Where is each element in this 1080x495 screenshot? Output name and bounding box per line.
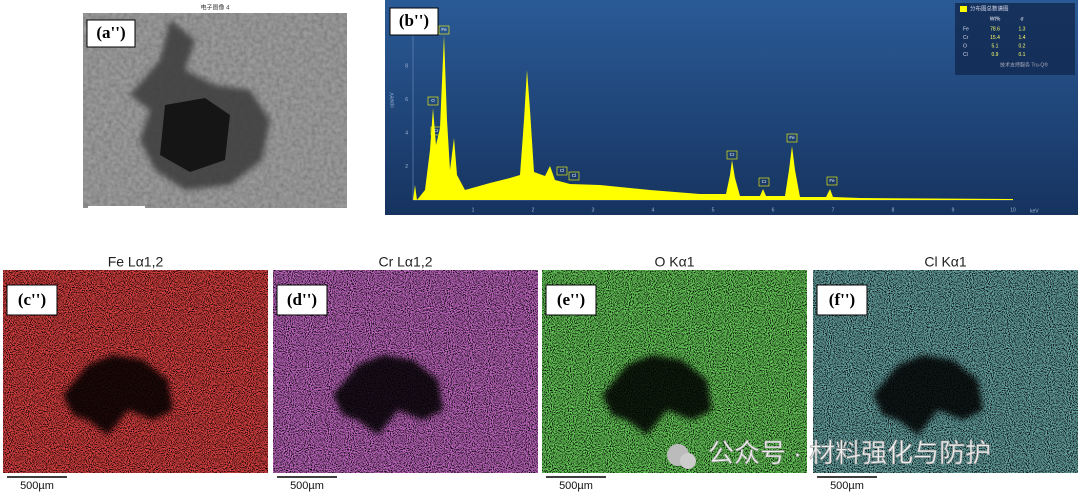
legend-cell: 78.6 <box>990 26 1000 32</box>
label-box <box>6 284 58 316</box>
label-box <box>816 284 868 316</box>
peak-label-box <box>556 166 568 176</box>
watermark: 公众号 · 材料强化与防护 <box>708 438 991 468</box>
y-tick-label: 8 <box>405 64 408 70</box>
label-box <box>389 7 439 36</box>
wechat-icon <box>680 453 696 469</box>
peak-label: O <box>431 98 435 103</box>
peak-label: Cl <box>572 173 576 178</box>
x-tick-label: 8 <box>892 207 895 213</box>
label-box <box>276 284 328 316</box>
legend-cell: 15.4 <box>990 35 1000 41</box>
peak-label-box <box>427 96 439 106</box>
legend-cell: 0.2 <box>1019 43 1026 49</box>
y-tick-label: 4 <box>405 131 408 137</box>
legend-column: σ <box>1020 16 1024 22</box>
y-tick-label: 6 <box>405 97 408 103</box>
label-box <box>86 19 136 48</box>
x-tick-label: 7 <box>832 207 835 213</box>
map-title: O Kα1 <box>655 254 695 270</box>
legend-footer: 技术支持服务 Tru-Q® <box>1000 61 1048 68</box>
x-tick-label: 10 <box>1010 207 1016 213</box>
panel-label: (c'') <box>18 290 46 309</box>
image-title: 电子图像 4 <box>200 4 230 12</box>
x-tick-label: 3 <box>592 207 595 213</box>
legend-box <box>955 3 1075 75</box>
scale-bar-text: 500µm <box>830 480 864 492</box>
depleted-region <box>873 355 983 435</box>
depleted-region <box>333 355 443 435</box>
peak-label: Cl <box>560 168 564 173</box>
legend-element: Fe <box>963 26 969 32</box>
legend-title: 分布图总数谱图 <box>970 4 1009 12</box>
scale-bar-text: 100µm <box>108 208 123 214</box>
peak-label-box <box>438 25 450 35</box>
peak-label: Cr <box>762 179 767 184</box>
legend-cell: 0.1 <box>1019 52 1026 58</box>
legend-column: Wt% <box>990 16 1001 22</box>
panel-label: (b'') <box>399 11 429 30</box>
peak-label-box <box>786 133 798 143</box>
x-tick-label: 5 <box>712 207 715 213</box>
depleted-region <box>63 355 173 435</box>
x-unit: keV <box>1030 208 1039 214</box>
depleted-region <box>602 355 712 435</box>
peak-label-box <box>568 171 580 181</box>
y-axis-label: cps/eV <box>389 92 395 108</box>
peak-label: Cr <box>434 128 439 133</box>
pit <box>160 98 230 172</box>
label-box <box>545 284 597 316</box>
legend-cell: 1.3 <box>1019 26 1026 32</box>
legend-element: Cl <box>963 52 968 58</box>
map-title: Fe Lα1,2 <box>108 254 164 270</box>
peak-label: Fe <box>789 135 795 140</box>
peak-label-box <box>758 177 770 187</box>
legend-element: Cr <box>963 35 969 41</box>
legend-swatch <box>960 6 967 12</box>
scale-bar-text: 500µm <box>290 480 324 492</box>
legend-cell: 1.4 <box>1019 35 1026 41</box>
legend-cell: 0.9 <box>992 52 999 58</box>
panel-label: (f'') <box>829 290 855 309</box>
peak-label: Fe <box>829 178 835 183</box>
peak-label: Fe <box>441 27 447 32</box>
map-title: Cl Kα1 <box>924 254 967 270</box>
peak-label-box <box>430 126 442 136</box>
scale-bar-text: 500µm <box>559 480 593 492</box>
scale-bar-text: 500µm <box>20 480 54 492</box>
y-tick-label: 2 <box>405 164 408 170</box>
x-tick-label: 1 <box>472 207 475 213</box>
x-tick-label: 9 <box>952 207 955 213</box>
panel-label: (a'') <box>96 23 125 42</box>
peak-label-box <box>826 176 838 186</box>
legend-element: O <box>963 43 967 49</box>
x-tick-label: 4 <box>652 207 655 213</box>
x-tick-label: 2 <box>532 207 535 213</box>
map-title: Cr Lα1,2 <box>378 254 432 270</box>
panel-label: (e'') <box>557 290 585 309</box>
panel-label: (d'') <box>287 290 317 309</box>
legend-cell: 5.1 <box>992 43 999 49</box>
peak-label: Cr <box>730 152 735 157</box>
x-tick-label: 6 <box>772 207 775 213</box>
peak-label-box <box>726 150 738 160</box>
